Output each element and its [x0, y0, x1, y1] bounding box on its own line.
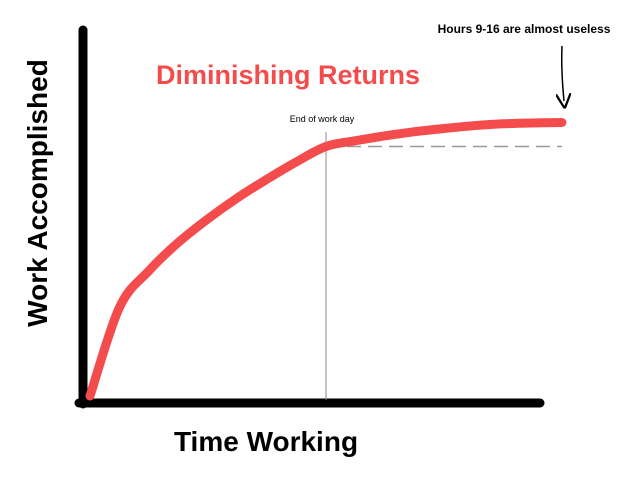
useless-hours-note: Hours 9-16 are almost useless [438, 22, 611, 36]
series-line-work-curve [85, 118, 567, 401]
annotation-arrow [562, 45, 564, 101]
end-of-work-day-label: End of work day [290, 114, 355, 124]
x-axis-label: Time Working [174, 426, 358, 457]
chart-title: Diminishing Returns [156, 60, 420, 90]
y-axis-label: Work Accomplished [22, 59, 53, 327]
